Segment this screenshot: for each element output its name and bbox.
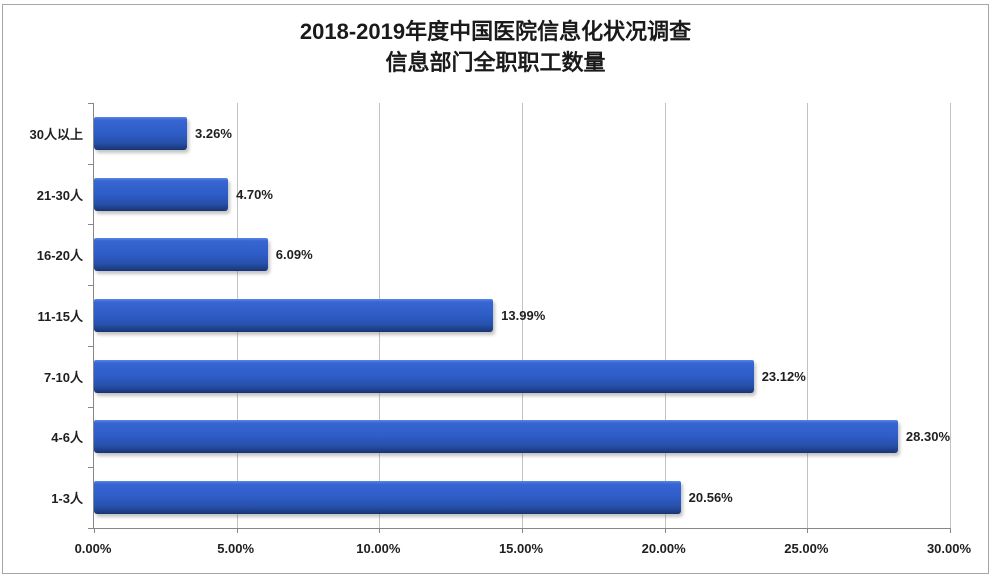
bar-row: 28.30%	[94, 407, 950, 468]
y-axis-label: 16-20人	[36, 248, 83, 264]
y-axis-tick	[88, 406, 94, 408]
y-axis-label: 21-30人	[36, 187, 83, 203]
bar-value-label: 23.12%	[761, 368, 806, 384]
x-axis-tick	[950, 528, 951, 533]
x-axis-tick-label: 10.00%	[356, 541, 401, 556]
y-axis-tick	[88, 345, 94, 347]
y-axis-tick	[88, 467, 94, 469]
plot-area: 3.26% 4.70% 6.09% 13.99% 23.12% 28.30% 20.56%	[88, 103, 951, 533]
y-axis-tick	[88, 224, 94, 226]
y-axis-tick	[88, 528, 94, 529]
bar-row: 13.99%	[94, 285, 950, 346]
bar-value-label: 6.09%	[275, 247, 313, 263]
x-axis-tick	[379, 528, 381, 533]
chart-title-line1: 2018-2019年度中国医院信息化状况调查	[299, 19, 692, 44]
x-axis-tick	[94, 528, 95, 533]
bar-value-label: 3.26%	[195, 125, 232, 141]
y-axis-tick	[88, 103, 94, 104]
y-axis-tick	[88, 285, 94, 287]
y-axis-label: 4-6人	[51, 430, 83, 446]
x-axis-tick	[807, 528, 809, 533]
x-axis-tick-label: 15.00%	[498, 541, 544, 556]
bar-value-label: 4.70%	[236, 186, 273, 202]
chart-title: 2018-2019年度中国医院信息化状况调查 信息部门全职职工数量	[0, 16, 991, 78]
gridline	[664, 103, 666, 528]
x-axis-tick	[664, 528, 666, 533]
y-axis-labels: 30人以上 21-30人 16-20人 11-15人 7-10人 4-6人 1-3人	[0, 103, 83, 528]
bar-row: 3.26%	[94, 103, 950, 164]
bar-value-label: 20.56%	[688, 490, 733, 506]
bar-value-label: 28.30%	[905, 429, 950, 445]
bar	[94, 116, 188, 150]
y-axis-label: 7-10人	[43, 369, 83, 385]
gridline	[950, 103, 951, 528]
y-axis-label: 11-15人	[37, 309, 83, 325]
x-axis-tick	[236, 528, 238, 533]
gridline	[522, 103, 523, 528]
bar	[94, 359, 754, 393]
bar-rows: 3.26% 4.70% 6.09% 13.99% 23.12% 28.30% 20.56%	[94, 103, 950, 528]
bar	[94, 299, 494, 333]
bar-row: 23.12%	[94, 346, 950, 407]
bar-row: 20.56%	[94, 467, 950, 528]
chart-title-line2: 信息部门全职职工数量	[385, 50, 606, 75]
y-axis-label: 1-3人	[51, 491, 83, 507]
x-axis-tick-label: 5.00%	[217, 541, 255, 556]
x-axis-tick-label: 25.00%	[784, 541, 829, 556]
y-axis-label: 30人以上	[29, 126, 83, 142]
y-axis-tick	[88, 163, 94, 165]
gridline	[807, 103, 809, 528]
x-axis-tick-label: 0.00%	[74, 541, 112, 556]
bar-value-label: 13.99%	[501, 308, 546, 324]
bar-row: 6.09%	[94, 224, 950, 285]
bar-row: 4.70%	[94, 164, 950, 225]
x-axis-tick	[522, 528, 523, 533]
bar	[94, 238, 268, 272]
bar	[94, 420, 898, 454]
bar	[94, 177, 229, 211]
x-axis-tick-label: 20.00%	[641, 541, 686, 556]
x-axis-tick-label: 30.00%	[926, 541, 972, 556]
bar	[94, 481, 681, 515]
x-axis-labels: 0.00% 5.00% 10.00% 15.00% 20.00% 25.00% 30.00%	[75, 541, 971, 559]
